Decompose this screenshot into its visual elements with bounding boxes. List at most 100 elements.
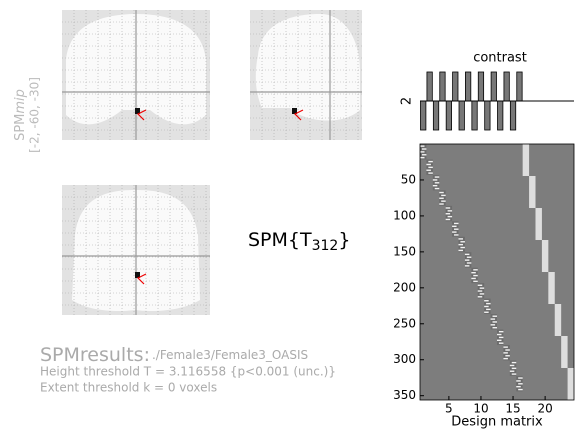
mip-blob (135, 272, 140, 278)
y-tick-label: 350 (393, 388, 416, 402)
regressor-pulse (492, 327, 497, 329)
regressor-pulse (439, 203, 444, 205)
regressor-pulse (445, 207, 451, 209)
y-tick-label: 250 (393, 316, 416, 330)
regressor-pulse (484, 305, 489, 308)
regressor-pulse (445, 213, 451, 215)
regressor-pulse (518, 388, 523, 391)
results-path: ./Female3/Female3_OASIS (152, 348, 308, 362)
mip-title-italic: mip (13, 89, 28, 114)
regressor-pulse (454, 234, 459, 236)
regressor-pulse (518, 377, 523, 379)
contrast-bar (497, 100, 504, 131)
regressor-pulse (421, 154, 427, 156)
regressor-pulse (492, 321, 497, 323)
statistic-text: SPM{T (248, 229, 312, 251)
regressor-pulse (484, 311, 489, 313)
regressor-pulse (421, 148, 427, 150)
regressor-pulse (490, 318, 496, 320)
regressor-pulse (498, 330, 504, 333)
contrast-bar (471, 100, 478, 131)
height-threshold: Height threshold T = 3.116558 {p<0.001 (… (40, 365, 336, 379)
regressor-pulse (486, 308, 491, 311)
regressor-pulse (518, 383, 523, 385)
regressor-pulse (439, 191, 444, 194)
regressor-pulse (445, 218, 451, 221)
regressor-pulse (473, 280, 478, 283)
regressor-pulse (426, 169, 431, 171)
regressor-pulse (473, 269, 478, 271)
regressor-pulse (428, 160, 433, 163)
regressor-pulse (447, 210, 453, 212)
regressor-pulse (434, 187, 440, 190)
session-constant (561, 336, 568, 368)
y-tick-label: 100 (393, 208, 416, 222)
regressor-pulse (498, 336, 504, 339)
x-tick-label: 15 (505, 402, 520, 416)
regressor-pulse (454, 228, 459, 230)
mip-silhouette (255, 14, 360, 121)
regressor-pulse (503, 352, 508, 354)
regressor-pulse (477, 284, 483, 286)
contrast-bar (484, 100, 491, 131)
regressor-pulse (511, 367, 517, 370)
session-constant (548, 272, 555, 304)
contrast-bar (458, 100, 465, 131)
regressor-pulse (466, 262, 472, 264)
y-tick-label: 300 (393, 352, 416, 366)
y-tick-label: 200 (393, 280, 416, 294)
mip-title: SPMmip (13, 89, 28, 141)
statistic-subscript: 312 (312, 238, 339, 254)
contrast-label: 2 (400, 97, 415, 105)
mip-cursor (136, 109, 147, 121)
regressor-pulse (434, 182, 440, 184)
regressor-pulse (479, 287, 485, 289)
regressor-pulse (426, 163, 431, 166)
mip-blob (292, 108, 297, 114)
contrast-bar (439, 71, 446, 102)
session-constant (522, 144, 530, 176)
regressor-pulse (420, 156, 425, 159)
regressor-pulse (458, 238, 463, 240)
contrast-plot (420, 71, 574, 131)
regressor-pulse (509, 370, 515, 372)
contrast-bar (516, 71, 523, 102)
regressor-pulse (492, 315, 497, 317)
session-constant (541, 240, 549, 272)
regressor-pulse (497, 333, 502, 336)
mip-cursor (136, 273, 147, 285)
regressor-pulse (498, 342, 504, 344)
contrast-bar (445, 100, 452, 131)
regressor-pulse (464, 265, 470, 267)
results-title: SPMresults: (40, 344, 150, 366)
y-tick-label: 50 (401, 172, 416, 186)
regressor-pulse (486, 302, 491, 305)
regressor-pulse (471, 272, 476, 274)
regressor-pulse (464, 259, 470, 261)
regressor-pulse (477, 290, 483, 292)
statistic-close: } (338, 229, 350, 251)
regressor-pulse (505, 355, 510, 357)
mip-cursor (293, 109, 304, 121)
regressor-pulse (441, 194, 446, 197)
regressor-pulse (511, 373, 517, 375)
regressor-pulse (490, 324, 496, 326)
mip-coords: [-2, -60, -30] (28, 77, 42, 153)
regressor-pulse (432, 184, 438, 187)
contrast-title: contrast (473, 51, 527, 66)
contrast-bar (490, 71, 497, 102)
regressor-pulse (464, 253, 470, 256)
regressor-pulse (466, 256, 472, 258)
regressor-pulse (441, 200, 446, 202)
x-tick-label: 20 (537, 402, 552, 416)
regressor-pulse (516, 385, 521, 388)
extent-threshold: Extent threshold k = 0 voxels (40, 381, 217, 395)
session-constant (567, 368, 574, 400)
mip-blob (135, 108, 140, 114)
regressor-pulse (516, 380, 521, 382)
y-tick-label: 150 (393, 244, 416, 258)
regressor-pulse (447, 215, 453, 218)
contrast-bar (465, 71, 472, 102)
